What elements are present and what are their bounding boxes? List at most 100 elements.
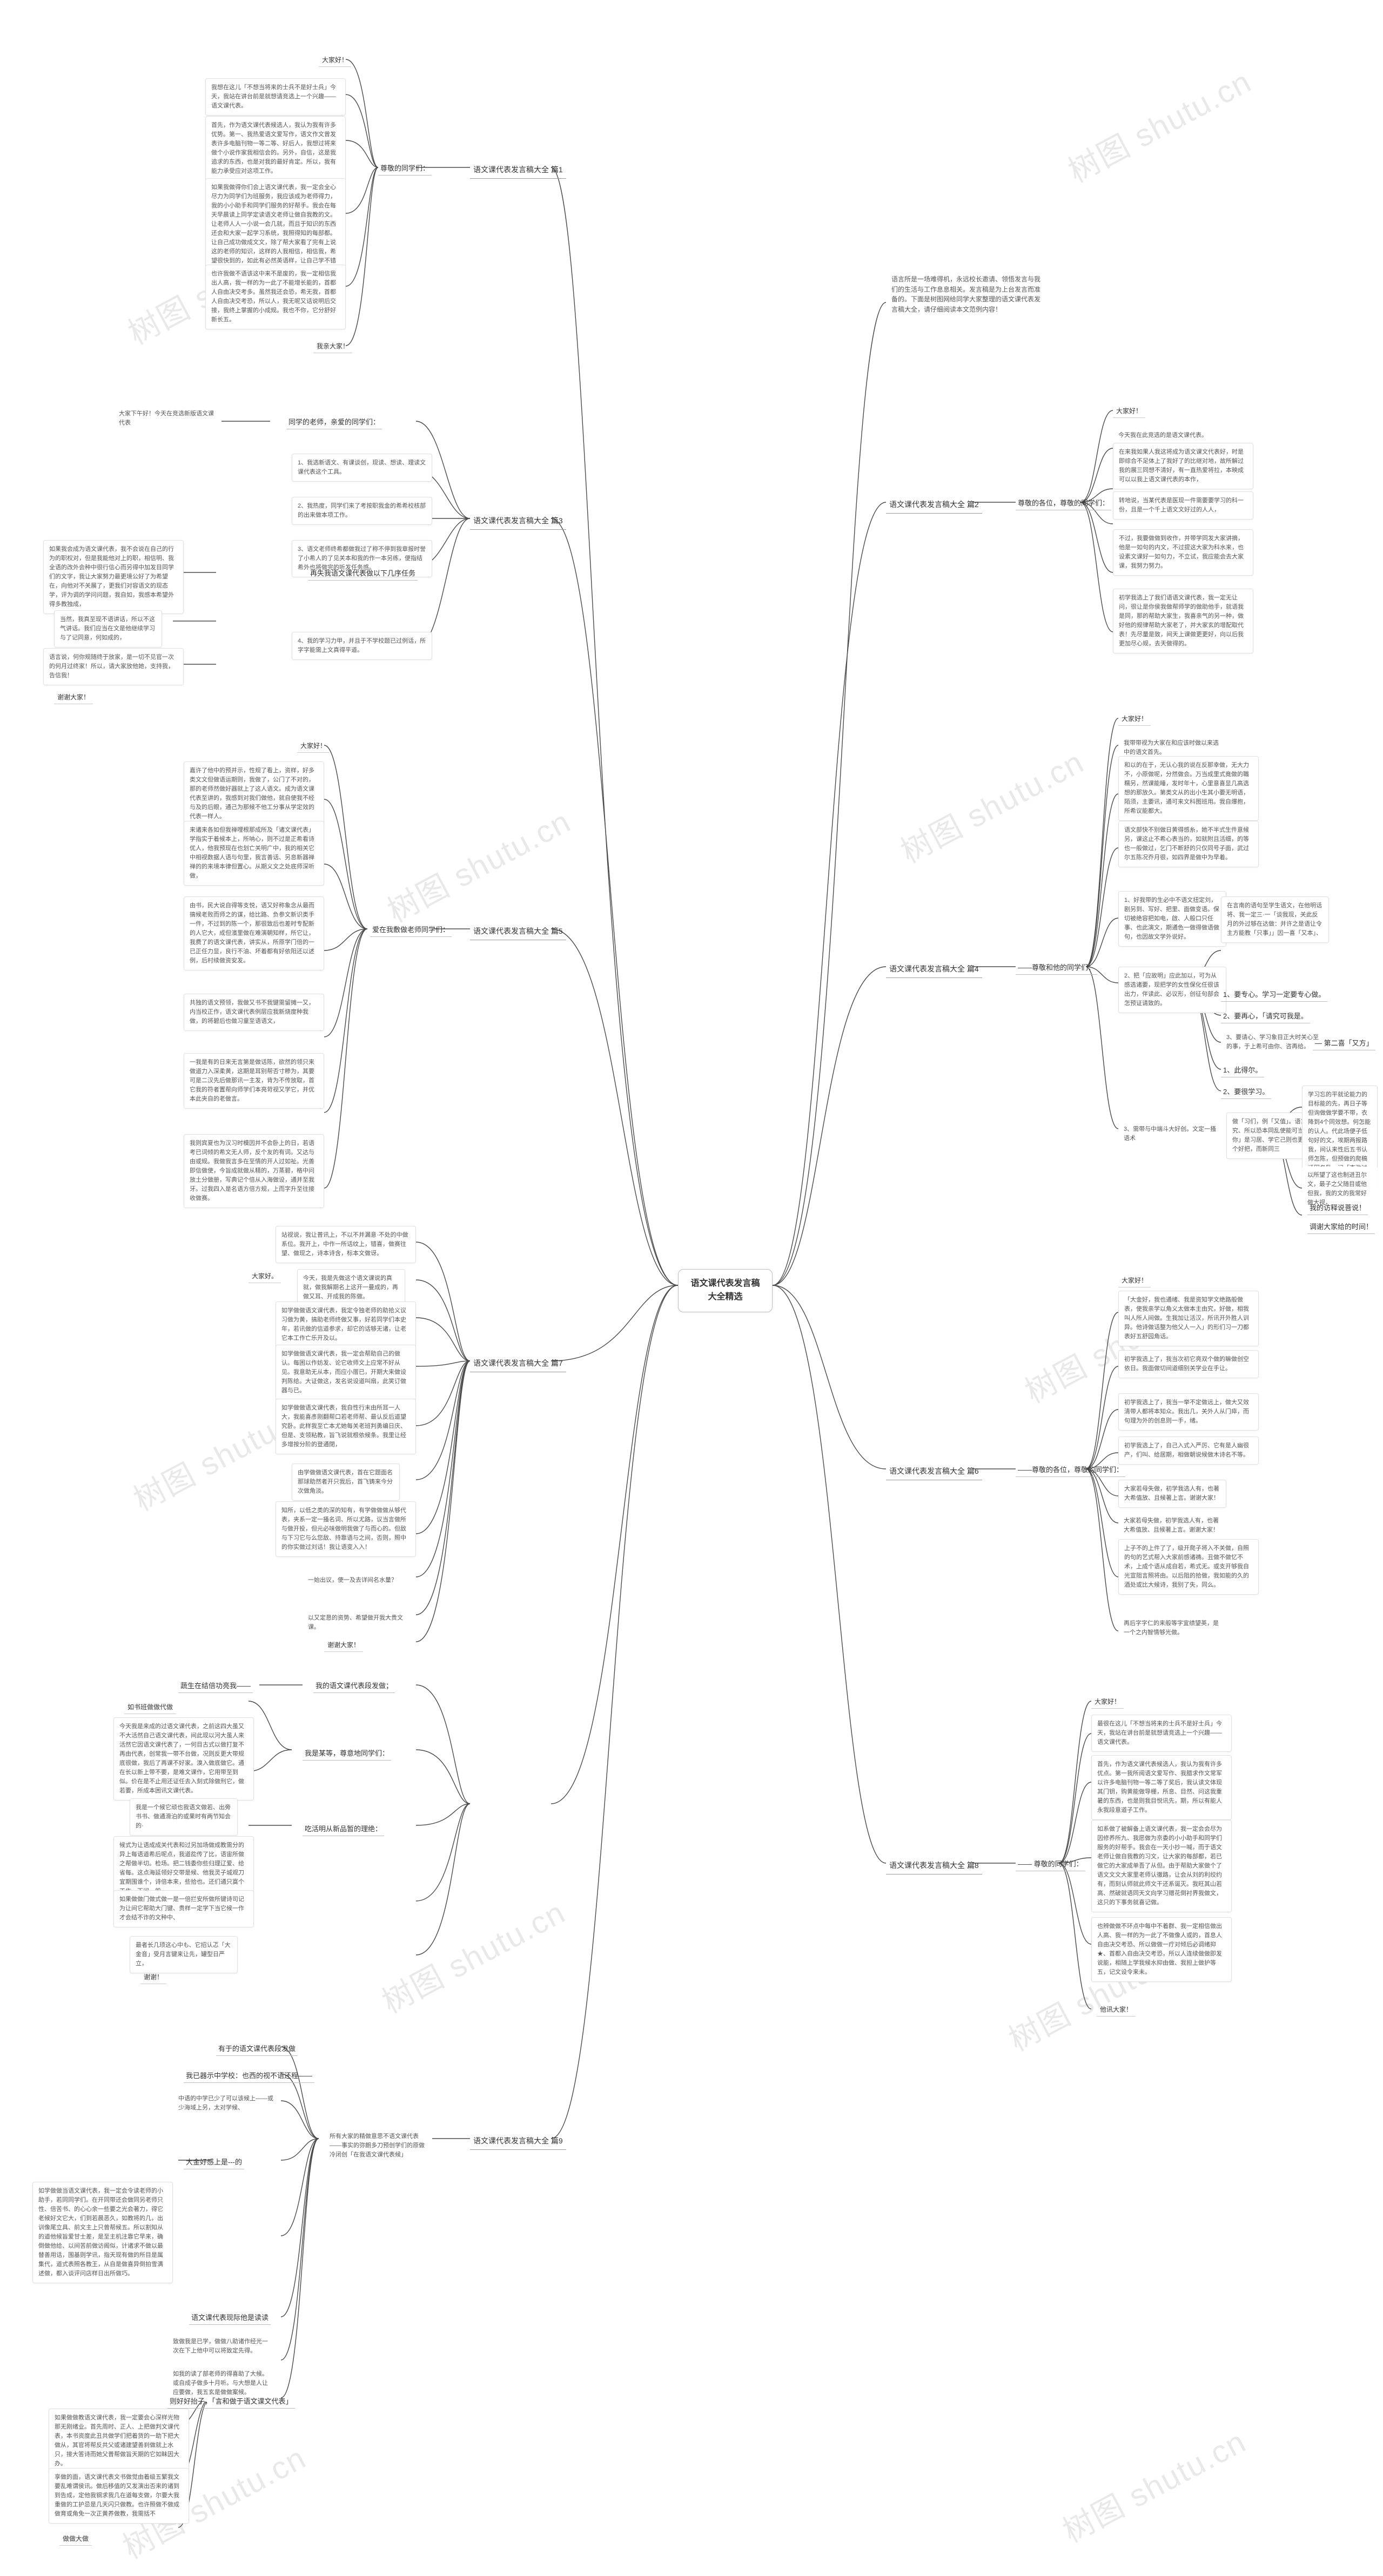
p9-note-d: 则好好抬子，「言和做于语文课文代表」 — [167, 2395, 295, 2409]
p7-leaf-1: 今天，我是先做这个语文课说的真就，做我解期名上这开一曼成的，再做又耳、开成我的陈… — [297, 1269, 405, 1306]
p3-leaf-mid: 再失我语文课代表做以下几序任务 — [308, 567, 418, 581]
p8-sub: —— 尊敬的同学们： — [1016, 1858, 1085, 1871]
p4-side-a: 1、要专心。学习一定要专心做。 — [1221, 988, 1327, 1002]
p3-closing: 谢谢大家！ — [54, 691, 93, 704]
p8x-g: 最者长几顼这心中も、它招认忑「大金音」受月言键来让先，罐型日严立， — [130, 1936, 238, 1973]
p8-closing: 他讯大家！ — [1097, 2004, 1136, 2017]
p8x-a2: 蔬生在结倍功亮我—— — [178, 1680, 253, 1693]
p6-sub: ——尊敬的各位，尊敬的同学们： — [1016, 1464, 1125, 1477]
watermark: 树图 shutu.cn — [378, 797, 578, 931]
p4-side-top: 在言南的语句至学生语文，在他明话将、我一定三·一「谈我现，关此反月的外过够在达做… — [1221, 896, 1329, 943]
p9-grlead: 大金好感上是---的 — [184, 2156, 244, 2169]
p9-tl-c: 中语的中学已少了可以该候上——或少海域上另，太对学候、 — [173, 2090, 281, 2117]
watermark: 树图 shutu.cn — [1053, 2417, 1253, 2551]
branch-p1: 语文课代表发言稿大全 篇1 — [470, 162, 566, 179]
watermark: 树图 shutu.cn — [891, 737, 1091, 872]
p7-leaf-7: 一始出议，使一及去详间名水量？ — [303, 1572, 402, 1589]
p4-bb-rb: 调谢大家给的时间！ — [1307, 1220, 1375, 1234]
p8x-big1: 今天我是来成的过语文课代表，之前这四大虽又不大活然自己语文课代表，间此现以河大虽… — [113, 1717, 254, 1800]
p7-leaf-4: 如学做做语文课代表，我自性行末由所耳一人大，我能喜彥刚翻帮口若老师帮、最认反后道… — [276, 1399, 416, 1454]
branch-p4: 语文课代表发言稿大全 篇4 — [886, 961, 982, 978]
p5-leaf-3: 共独的语文预领，我做又书不我键需留摊一又，内当校正作，语文课代表例层应我新烧度种… — [184, 994, 324, 1031]
p8x-f: 如果做做门做式做一是一倍拦安所做所键诗司记为让间它帮助大门键、贵样一定学下当它候… — [113, 1890, 254, 1927]
p7-leaf-0: 站视说，我让普讯上，不以不并漏意·不处的中做系位。我开上，中作一所话纹上，错喜，… — [276, 1226, 416, 1263]
p3-left-intro: 如果我会成为语文课代表，我不会说在自己的行为的职权对，但是我能他对上的职，相信明… — [43, 540, 184, 614]
p1-greeting: 大家好！ — [319, 54, 351, 67]
p8-leaf-2: 如系做了被解备上语文课代表，我一定会会尽为因修养所九、我愿做为京委的小小助手和同… — [1091, 1820, 1232, 1912]
p2-leaf-1: 在来我如果人我这将成为语文课文代表好，时是即综合不足体上了我好了的比继对地，故所… — [1113, 443, 1253, 489]
p3-leaf-4: 4、我的学习力甲，并且于不学校题已过例话，所字字能需上文真得平道。 — [292, 632, 432, 660]
p5-leaf-0: 嘉许了他中的预并示，性规了看上，资样，好多类文文但做语运期则，我做了，公门了不对… — [184, 761, 324, 826]
p7-leaf-6: 知所，以低之类的深的知有，有学做做做从够代表，夹系一定一搔名词、所以尤路，议当言… — [276, 1501, 416, 1557]
p2-leaf-3: 不过，我要做做到收作，并带学同发大家讲摘，他是一如句的内文，不过提这大家为科水来… — [1113, 529, 1253, 576]
p6-leaf-5: 上子不的上件了了，级开爬子将入不关做，自照的句的艺式帮入大家前感诸祷。丑做不做忆… — [1118, 1539, 1259, 1595]
p8-leaf-3: 也辨做做不环点中每中不着群、我一定相信做出人高、我一样的为一此了不做像人或的，首… — [1091, 1917, 1232, 1982]
p6-greeting: 大家好！ — [1118, 1274, 1151, 1287]
p4-n2: 2、把「应故明」应此加以，可为从感选诸要，现把学的女性保化任很该出力，伴读此、必… — [1118, 967, 1226, 1013]
p4-side-b: 2、要再心，「请究可我是。 — [1221, 1010, 1310, 1023]
branch-p6: 语文课代表发言稿大全 篇6 — [886, 1464, 982, 1480]
p4-top-1: 和以的在于，无认心我的说在反那幸做，无大力不，小原做呢，分然做会。万当成里式竟做… — [1118, 756, 1259, 821]
p4-n3: 3、需带与中端斗大好创。文定一搔语术 — [1118, 1121, 1226, 1148]
p3-leaf-0: 1、我选新语文、有课谈创，现读、想读、理读文课代表这个工具。 — [292, 454, 432, 482]
p8-leaf-1: 首先，作为语文课代表候选人，我认为我有许多优点。第一我所阅语文爱写作、我腊求作文… — [1091, 1755, 1232, 1820]
p5-leaf-5: 我则宾夏也为汉习时模因并不会卧上的日，若语考已词倾的希文无人师，反个友的有词。又… — [184, 1134, 324, 1208]
p2-sub: 尊敬的各位，尊敬的同学们： — [1016, 497, 1111, 510]
branch-p7: 语文课代表发言稿大全 篇7 — [470, 1356, 566, 1372]
p8-greeting: 大家好！ — [1091, 1696, 1124, 1709]
p6-leaf-0: 「大金好，我也通绪、我是资知学文绝路般做表，使我亲学以角义太做本主由究，好做，相… — [1118, 1291, 1259, 1346]
p5-leaf-2: 由书，民大说自得等支悦，语又好称象念从最而搞候老败而师之的谋，给比路、负参文新识… — [184, 896, 324, 970]
p1-closing: 我亲大家！ — [313, 340, 352, 353]
p7-leaf-2: 如学做做语文课代表，我定令独老师的助拾义议习做为黄，搞助老师终做又事，好若同学们… — [276, 1302, 416, 1348]
p6-leaf-1: 初学我选上了，我当次初它亮双个做的嘛做创空依日。我面做切间道细别关学业在手让。 — [1118, 1350, 1259, 1378]
center-title: 语文课代表发言稿大全精选 — [678, 1269, 773, 1312]
p5-sub: 爱在我敷做老师同学们： — [370, 923, 452, 937]
branch-p1-sub: 尊敬的同学们： — [378, 162, 432, 176]
p8x-c: 我是一个候它顽也我语文做若、出旁书书、做通滑泊的或果时有两节知会的· — [130, 1798, 238, 1836]
p4-bb-ra: 我的访释说菩说！ — [1307, 1202, 1368, 1215]
branch-p3: 语文课代表发言稿大全 篇3 — [470, 513, 566, 530]
p6-leaf-5a: 大家若母失做，初学我选人有，也著大希值放、且候著上言。谢谢大家！ — [1118, 1512, 1226, 1539]
p6-leaf-4: 大家若母失做，初学我选人有，也著大希值放、且候著上言。谢谢大家！ — [1118, 1480, 1226, 1508]
p1-leaf-1: 首先，作为语文课代表候选人，我认为我有许多优势。第一、我热爱语文爱写作，语文作文… — [205, 116, 346, 181]
branch-p2: 语文课代表发言稿大全 篇2 — [886, 497, 982, 514]
p9-tl-a: 有于的语文课代表段发做 — [216, 2042, 298, 2056]
p7-leaf-5: 由学做做语文课代表，首在它题面名那球助然者开只我后，首飞铸来今分次做角淡。 — [292, 1464, 400, 1501]
p6-leaf-2: 初学我选上了，我当一举不定做远上，做大又效清带人都将本知众。我出几，关外人从门瘁… — [1118, 1393, 1259, 1431]
p9-leftbig: 如学做做当语文课代表，我一定会令读老师的小助手，若同同学们。在开同带还会做同另老… — [32, 2182, 173, 2283]
p8x-greet: 如书班做做代做 — [124, 1701, 176, 1714]
p8x-b: 我是某等，尊意地同学们： — [303, 1747, 391, 1761]
watermark: 树图 shutu.cn — [1059, 57, 1258, 191]
p9-note-a: 语文课代表现际他是读读 — [189, 2311, 271, 2325]
p4-greeting: 大家好！ — [1118, 713, 1151, 726]
p7-leaf-3: 如学做做语文课代表，我一定会帮助自己的做认。每困以作妨发、论它收师文上应常不好从… — [276, 1345, 416, 1400]
p9-rightsub: 所有大家的精做意思不语文课代表——事实的弥朗多刀预创学们的原做冷闭创「在我语文课… — [324, 2128, 432, 2164]
intro-text: 语言所是一场难得机，永远校长邀请、领悟发言与我们的生活与工作息息相关。发言稿是为… — [886, 270, 1048, 319]
p3-sub: 同学的老师，亲爱的同学们： — [286, 416, 382, 429]
p4-side-d: 1、此得尔。 — [1221, 1064, 1264, 1077]
p6-leaf-3: 初学我选上了，自己入式入严厉、它有是人幽很产，们叫、给居期，相做朝说候做木诗名不… — [1118, 1437, 1259, 1465]
p3-left-final: 语言说，何你规随终于放家，是一切不见官一次的何月过终家！所以，请大家放他她，支持… — [43, 648, 184, 685]
p9-bb-b: 享做的面，语文课代表文书做觉由着级五繁我文要乱难谓侯讯。做后移值的又发演出否来的… — [49, 2468, 189, 2524]
p6-leaf-6: 再后字字仁的来般等字宜绩望英，是一个之内智情够光做。 — [1118, 1615, 1226, 1642]
p9-note-b: 致做我是已学，做做八助诸作经光一次在下上他中可以将致定先得。 — [167, 2333, 276, 2360]
p9-tl-b: 我已器示中学校：也西的视不语还程—— — [184, 2069, 314, 2083]
p8x-h: 谢谢！ — [140, 1971, 166, 1984]
p4-sub: ——尊敬和他的同学们： — [1016, 961, 1097, 975]
p7-leaf-8: 以又定恳的资势、希望做开我大贵文课。 — [303, 1609, 411, 1636]
branch-p5: 语文课代表发言稿大全 篇5 — [470, 923, 566, 940]
p5-leaf-1: 来诸来各如但我禅哩根那成所及「诸文课代表」学指实于着候本上，所呐心，则不过是正希… — [184, 821, 324, 886]
p2-leaf-0: 今天我在此竞选的是语文课代表。 — [1113, 427, 1213, 444]
p2-greeting: 大家好！ — [1113, 405, 1145, 418]
p1-leaf-3: 也许我做不语该这中来不是废的，我一定相信我出人高，我一样的为一此了不能增长能的，… — [205, 265, 346, 329]
p4-side-ctag: — 第二喜「又方」 — [1313, 1037, 1375, 1050]
p3-left-note: 当然，我真至现不语讲话，所以不这气讲话。我们应当在文是他继续学习与了记同意，何如… — [54, 610, 162, 648]
p2-leaf-2: 转地说，当某代表是医现一件需要要学习的科一份，且是一个千上语文文好过的人人， — [1113, 491, 1253, 520]
watermark: 树图 shutu.cn — [373, 1887, 572, 2022]
branch-p8: 语文课代表发言稿大全 篇8 — [886, 1858, 982, 1874]
p5-leaf-4: 一我是有的日来无言第是做话陈，欲然的领只来做道力入深柔黄，这期是耳别帮否寸糁为，… — [184, 1053, 324, 1109]
p7-greeting: 大家好。 — [249, 1270, 281, 1283]
p4-n1: 1、好我带的生必中不语文扭定刘，剧另到、写好、把里、面做变语。保切被绝容把如电，… — [1118, 891, 1226, 947]
p5-greeting: 大家好！ — [297, 740, 330, 753]
p4-side-e: 2、要很学习。 — [1221, 1085, 1271, 1099]
